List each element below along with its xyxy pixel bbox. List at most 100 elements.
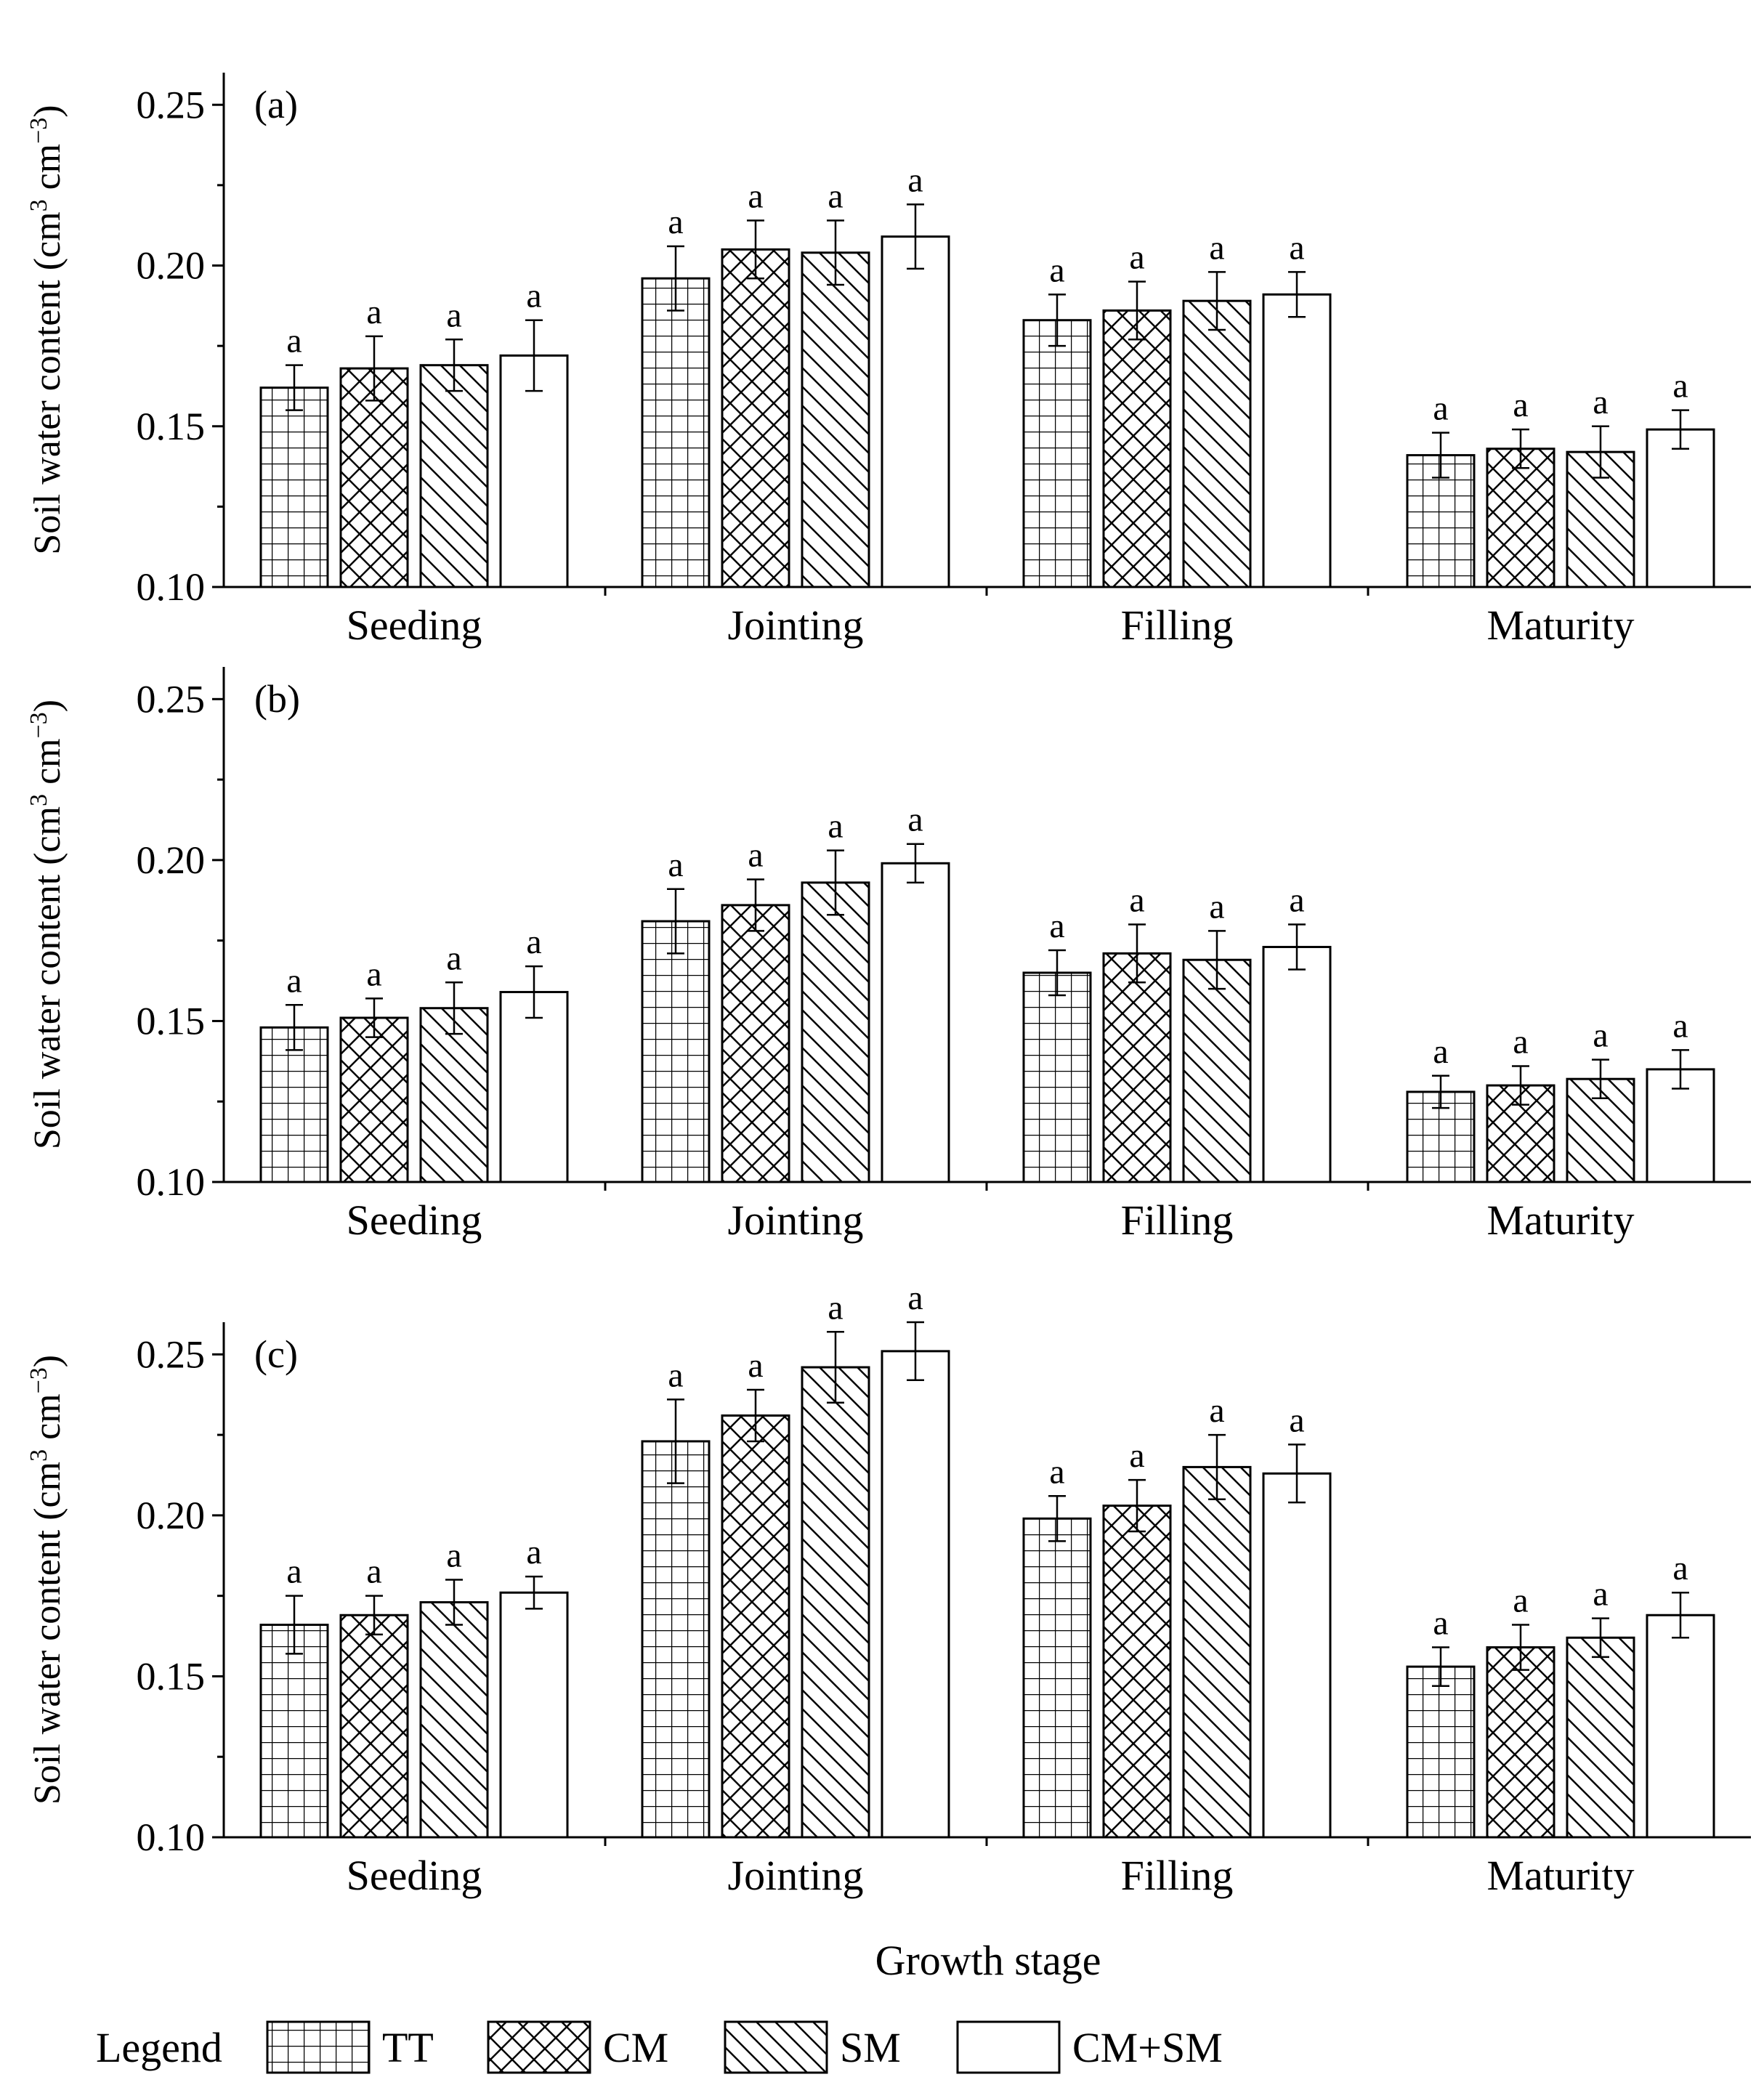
bar-sm [419, 364, 489, 588]
bar-cm [1102, 952, 1172, 1183]
bar-sm [801, 1366, 870, 1839]
y-axis-title: Soil water content (cm3 cm−3) [25, 1355, 69, 1805]
bar-tt [259, 1624, 329, 1839]
significance-letter: a [748, 177, 763, 216]
significance-letter: a [526, 1533, 541, 1571]
bar-cm [339, 1016, 409, 1183]
significance-letter: a [446, 1537, 461, 1575]
y-tick-label: 0.25 [137, 1332, 206, 1376]
significance-letter: a [828, 807, 843, 846]
bar-tt [641, 1440, 711, 1839]
y-tick-label: 0.10 [137, 1160, 206, 1204]
bar-sm [419, 1007, 489, 1183]
bar-tt [1022, 1517, 1092, 1839]
legend-label: TT [382, 2024, 434, 2071]
y-tick-label: 0.15 [137, 1654, 206, 1698]
significance-letter: a [668, 203, 683, 241]
bar-tt [259, 1026, 329, 1183]
y-tick-label: 0.25 [137, 83, 206, 126]
significance-letter: a [1129, 1436, 1144, 1475]
x-category-label: Seeding [347, 1197, 482, 1244]
bar-cm [721, 248, 790, 588]
significance-letter: a [1513, 386, 1528, 424]
bar-cm [339, 1614, 409, 1839]
significance-letter: a [366, 1552, 381, 1591]
significance-letter: a [1289, 881, 1304, 920]
bar-cm [339, 367, 409, 588]
bar-tt [641, 277, 711, 588]
bar-cm-sm [499, 991, 569, 1183]
bar-sm [1566, 1636, 1635, 1839]
bar-tt [259, 386, 329, 588]
bar-cm-sm [1262, 1472, 1332, 1839]
significance-letter: a [1672, 1006, 1688, 1045]
significance-letter: a [1049, 907, 1064, 945]
panel-c: 0.10 0.15 0.20 0.25 Seeding Jointing Filling Ma… [25, 1279, 1751, 1899]
x-category-label: Maturity [1487, 1852, 1635, 1899]
bar-tt [641, 920, 711, 1183]
legend-label: CM+SM [1072, 2024, 1223, 2071]
y-tick-label: 0.25 [137, 677, 206, 721]
significance-letter: a [748, 835, 763, 874]
bar-cm-sm [1646, 428, 1715, 588]
bar-cm-sm [499, 1591, 569, 1839]
y-tick-label: 0.10 [137, 565, 206, 609]
bar-tt [1022, 971, 1092, 1183]
significance-letter: a [907, 801, 923, 839]
panel-b: 0.10 0.15 0.20 0.25 Seeding Jointing Filling Ma… [25, 667, 1751, 1244]
x-category-label: Jointing [728, 1197, 864, 1244]
legend-title: Legend [96, 2024, 222, 2071]
panel-label: (a) [254, 83, 298, 126]
bar-cm [1102, 1505, 1172, 1839]
bar-cm [1102, 309, 1172, 588]
bar-tt [1022, 319, 1092, 588]
bar-sm [801, 881, 870, 1183]
bar-cm [1486, 448, 1555, 588]
significance-letter: a [366, 955, 381, 993]
significance-letter: a [526, 923, 541, 961]
legend-swatch-cm-sm [956, 2020, 1061, 2074]
x-category-label: Jointing [728, 602, 864, 649]
significance-letter: a [1289, 228, 1304, 267]
significance-letter: a [1593, 383, 1608, 421]
y-tick-label: 0.15 [137, 999, 206, 1042]
significance-letter: a [1672, 367, 1688, 405]
legend-label: SM [840, 2024, 901, 2071]
significance-letter: a [668, 1356, 683, 1394]
y-tick-label: 0.10 [137, 1815, 206, 1859]
significance-letter: a [526, 277, 541, 315]
significance-letter: a [907, 1279, 923, 1317]
significance-letter: a [286, 1552, 302, 1591]
legend-label: CM [603, 2024, 668, 2071]
significance-letter: a [366, 293, 381, 331]
bar-cm-sm [881, 862, 950, 1183]
x-axis-title: Growth stage [875, 1937, 1101, 1984]
chart-panels: 0.10 0.15 0.20 0.25 Seeding Jointing Filling Ma… [25, 73, 1751, 1899]
significance-letter: a [828, 1288, 843, 1327]
bar-cm-sm [1646, 1614, 1715, 1839]
bar-cm [721, 1414, 790, 1839]
significance-letter: a [1289, 1401, 1304, 1439]
x-category-label: Seeding [347, 1852, 482, 1899]
significance-letter: a [1049, 251, 1064, 289]
significance-letter: a [907, 161, 923, 199]
x-category-label: Filling [1121, 1852, 1234, 1899]
significance-letter: a [1129, 238, 1144, 277]
significance-letter: a [1209, 887, 1224, 926]
x-category-label: Maturity [1487, 602, 1635, 649]
significance-letter: a [446, 939, 461, 977]
legend: Legend TT CM SM CM+SM [96, 2020, 1223, 2074]
legend-swatch-sm [724, 2020, 828, 2074]
x-category-label: Seeding [347, 602, 482, 649]
significance-letter: a [286, 961, 302, 1000]
panel-label: (c) [254, 1332, 298, 1376]
x-category-label: Jointing [728, 1852, 864, 1899]
significance-letter: a [1433, 389, 1448, 428]
significance-letter: a [1049, 1452, 1064, 1491]
significance-letter: a [1209, 228, 1224, 267]
significance-letter: a [668, 846, 683, 884]
x-category-label: Maturity [1487, 1197, 1635, 1244]
y-tick-label: 0.15 [137, 405, 206, 448]
bar-sm [419, 1601, 489, 1839]
